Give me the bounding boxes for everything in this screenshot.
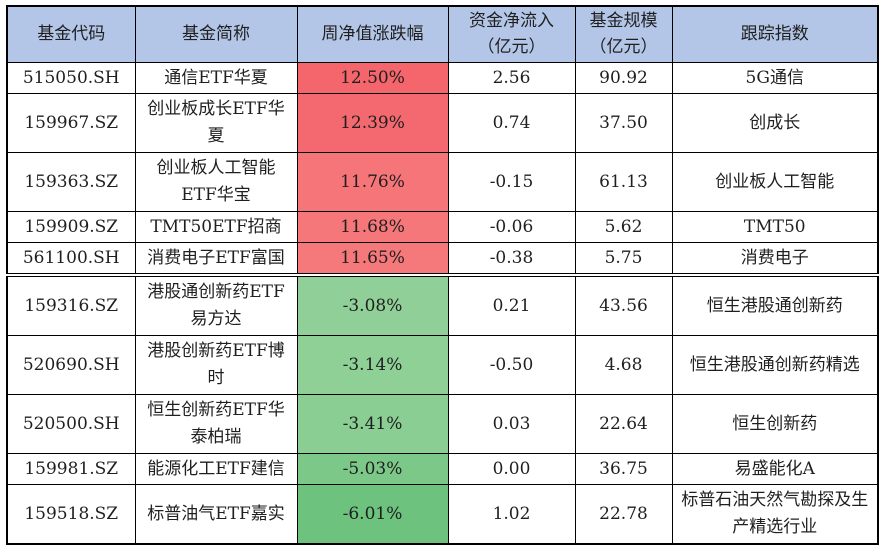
net-inflow-cell: 2.56 <box>447 61 576 94</box>
header-weekly-change: 周净值涨跌幅 <box>296 5 449 63</box>
weekly-change-cell: -5.03% <box>296 452 449 485</box>
tracking-index-cell: 创业板人工智能 <box>671 151 879 212</box>
fund-performance-table: 基金代码 基金简称 周净值涨跌幅 资金净流入 （亿元） 基金规模 （亿元） 跟踪… <box>6 5 879 545</box>
fund-name-cell: 标普油气ETF嘉实 <box>134 483 298 545</box>
table-row: 159981.SZ 能源化工ETF建信 -5.03% 0.00 36.75 易盛… <box>6 452 879 485</box>
header-label: 周净值涨跌幅 <box>321 24 424 45</box>
weekly-change-cell: -3.41% <box>296 393 449 454</box>
fund-code-cell: 159981.SZ <box>6 452 136 485</box>
weekly-change-cell: 11.68% <box>296 210 449 243</box>
fund-name-cell: 通信ETF华夏 <box>134 61 298 94</box>
net-inflow-cell: -0.38 <box>447 241 576 277</box>
fund-size-cell: 4.68 <box>574 334 673 395</box>
fund-name-cell: 消费电子ETF富国 <box>134 241 298 277</box>
header-fund-size: 基金规模 （亿元） <box>574 5 673 63</box>
fund-name-cell: 能源化工ETF建信 <box>134 452 298 485</box>
table-body: 515050.SH 通信ETF华夏 12.50% 2.56 90.92 5G通信… <box>6 61 879 545</box>
weekly-change-cell: 12.39% <box>296 92 449 153</box>
header-fund-name: 基金简称 <box>134 5 298 63</box>
net-inflow-cell: 0.74 <box>447 92 576 153</box>
fund-code-cell: 515050.SH <box>6 61 136 94</box>
table-row: 159363.SZ 创业板人工智能ETF华宝 11.76% -0.15 61.1… <box>6 151 879 212</box>
header-tracking-index: 跟踪指数 <box>671 5 879 63</box>
tracking-index-cell: TMT50 <box>671 210 879 243</box>
header-label: 基金简称 <box>182 24 250 45</box>
tracking-index-cell: 恒生港股通创新药 <box>671 274 879 336</box>
fund-name-cell: 港股创新药ETF博时 <box>134 334 298 395</box>
net-inflow-cell: -0.06 <box>447 210 576 243</box>
fund-code-cell: 159967.SZ <box>6 92 136 153</box>
table-row: 159909.SZ TMT50ETF招商 11.68% -0.06 5.62 T… <box>6 210 879 243</box>
table-row: 520500.SH 恒生创新药ETF华泰柏瑞 -3.41% 0.03 22.64… <box>6 393 879 454</box>
weekly-change-cell: 11.76% <box>296 151 449 212</box>
header-label: 基金规模 <box>589 11 658 31</box>
weekly-change-cell: -3.08% <box>296 274 449 336</box>
fund-size-cell: 61.13 <box>574 151 673 212</box>
header-label: 资金净流入 <box>469 11 554 31</box>
tracking-index-cell: 消费电子 <box>671 241 879 277</box>
tracking-index-cell: 标普石油天然气勘探及生产精选行业 <box>671 483 879 545</box>
weekly-change-cell: -6.01% <box>296 483 449 545</box>
fund-size-cell: 37.50 <box>574 92 673 153</box>
header-unit: （亿元） <box>589 37 658 58</box>
weekly-change-cell: -3.14% <box>296 334 449 395</box>
fund-size-cell: 5.62 <box>574 210 673 243</box>
weekly-change-cell: 11.65% <box>296 241 449 277</box>
net-inflow-cell: -0.15 <box>447 151 576 212</box>
header-unit: （亿元） <box>477 37 546 58</box>
fund-code-cell: 159909.SZ <box>6 210 136 243</box>
table-row: 515050.SH 通信ETF华夏 12.50% 2.56 90.92 5G通信 <box>6 61 879 94</box>
tracking-index-cell: 创成长 <box>671 92 879 153</box>
fund-size-cell: 36.75 <box>574 452 673 485</box>
fund-code-cell: 520500.SH <box>6 393 136 454</box>
table-row: 159967.SZ 创业板成长ETF华夏 12.39% 0.74 37.50 创… <box>6 92 879 153</box>
net-inflow-cell: 0.00 <box>447 452 576 485</box>
net-inflow-cell: 0.21 <box>447 274 576 336</box>
weekly-change-cell: 12.50% <box>296 61 449 94</box>
header-row: 基金代码 基金简称 周净值涨跌幅 资金净流入 （亿元） 基金规模 （亿元） 跟踪… <box>6 5 879 63</box>
table-row: 561100.SH 消费电子ETF富国 11.65% -0.38 5.75 消费… <box>6 241 879 277</box>
fund-code-cell: 159316.SZ <box>6 274 136 336</box>
fund-code-cell: 561100.SH <box>6 241 136 277</box>
header-fund-code: 基金代码 <box>6 5 136 63</box>
fund-code-cell: 159518.SZ <box>6 483 136 545</box>
net-inflow-cell: 1.02 <box>447 483 576 545</box>
fund-name-cell: TMT50ETF招商 <box>134 210 298 243</box>
fund-code-cell: 520690.SH <box>6 334 136 395</box>
fund-size-cell: 43.56 <box>574 274 673 336</box>
fund-name-cell: 创业板人工智能ETF华宝 <box>134 151 298 212</box>
net-inflow-cell: -0.50 <box>447 334 576 395</box>
table-header: 基金代码 基金简称 周净值涨跌幅 资金净流入 （亿元） 基金规模 （亿元） 跟踪… <box>6 5 879 63</box>
fund-name-cell: 港股通创新药ETF易方达 <box>134 274 298 336</box>
fund-size-cell: 5.75 <box>574 241 673 277</box>
fund-name-cell: 创业板成长ETF华夏 <box>134 92 298 153</box>
fund-size-cell: 90.92 <box>574 61 673 94</box>
tracking-index-cell: 恒生创新药 <box>671 393 879 454</box>
table-row: 159316.SZ 港股通创新药ETF易方达 -3.08% 0.21 43.56… <box>6 274 879 336</box>
table-row: 159518.SZ 标普油气ETF嘉实 -6.01% 1.02 22.78 标普… <box>6 483 879 545</box>
fund-size-cell: 22.78 <box>574 483 673 545</box>
table-row: 520690.SH 港股创新药ETF博时 -3.14% -0.50 4.68 恒… <box>6 334 879 395</box>
net-inflow-cell: 0.03 <box>447 393 576 454</box>
tracking-index-cell: 易盛能化A <box>671 452 879 485</box>
fund-name-cell: 恒生创新药ETF华泰柏瑞 <box>134 393 298 454</box>
tracking-index-cell: 恒生港股通创新药精选 <box>671 334 879 395</box>
fund-code-cell: 159363.SZ <box>6 151 136 212</box>
header-label: 基金代码 <box>37 24 106 45</box>
header-label: 跟踪指数 <box>740 24 809 45</box>
header-net-inflow: 资金净流入 （亿元） <box>447 5 576 63</box>
fund-size-cell: 22.64 <box>574 393 673 454</box>
tracking-index-cell: 5G通信 <box>671 61 879 94</box>
